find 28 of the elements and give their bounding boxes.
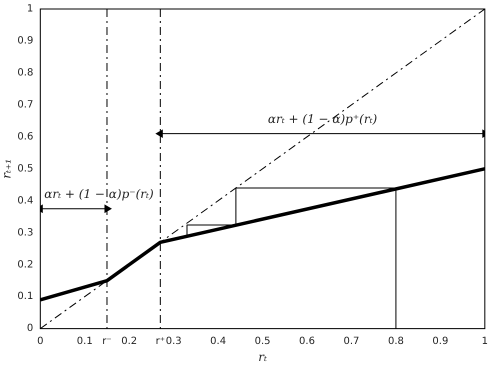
y-tick-label: 1 (26, 4, 34, 15)
y-tick-label: 0.6 (17, 131, 34, 142)
y-tick-label: 0.3 (17, 227, 34, 238)
y-axis-title: rₜ₊₁ (0, 158, 14, 179)
x-tick-label: 0.1 (76, 336, 93, 348)
y-tick-label: 0 (26, 323, 34, 334)
y-tick-label: 0.8 (17, 68, 34, 79)
y-tick-label: 0.7 (17, 99, 34, 110)
y-tick-label: 0.2 (17, 259, 34, 270)
x-tick-label: 0.5 (254, 336, 271, 348)
x-tick-label: 0.9 (432, 336, 448, 348)
x-tick-label: 0 (37, 336, 44, 348)
x-tick-label: 0.6 (299, 336, 315, 348)
y-tick-label: 0.1 (17, 291, 34, 302)
annotation: αrₜ + (1 − α)p⁺(rₜ) (268, 112, 378, 126)
y-tick-label: 0.4 (17, 195, 34, 206)
y-tick-label: 0.5 (17, 163, 34, 174)
x-tick-label: 1 (482, 336, 488, 348)
x-tick-label: 0.3 (166, 336, 182, 348)
x-tick-label: r⁺ (156, 336, 166, 348)
x-tick-label: r⁻ (102, 336, 112, 348)
x-tick-label: 0.4 (210, 336, 226, 348)
x-tick-label: 0.2 (121, 336, 138, 348)
x-tick-label: 0.8 (388, 336, 404, 348)
x-axis-title: rₜ (258, 350, 267, 364)
y-tick-label: 0.9 (17, 36, 34, 47)
x-tick-label: 0.7 (344, 336, 360, 348)
annotation: αrₜ + (1 − α)p⁻(rₜ) (44, 186, 154, 201)
